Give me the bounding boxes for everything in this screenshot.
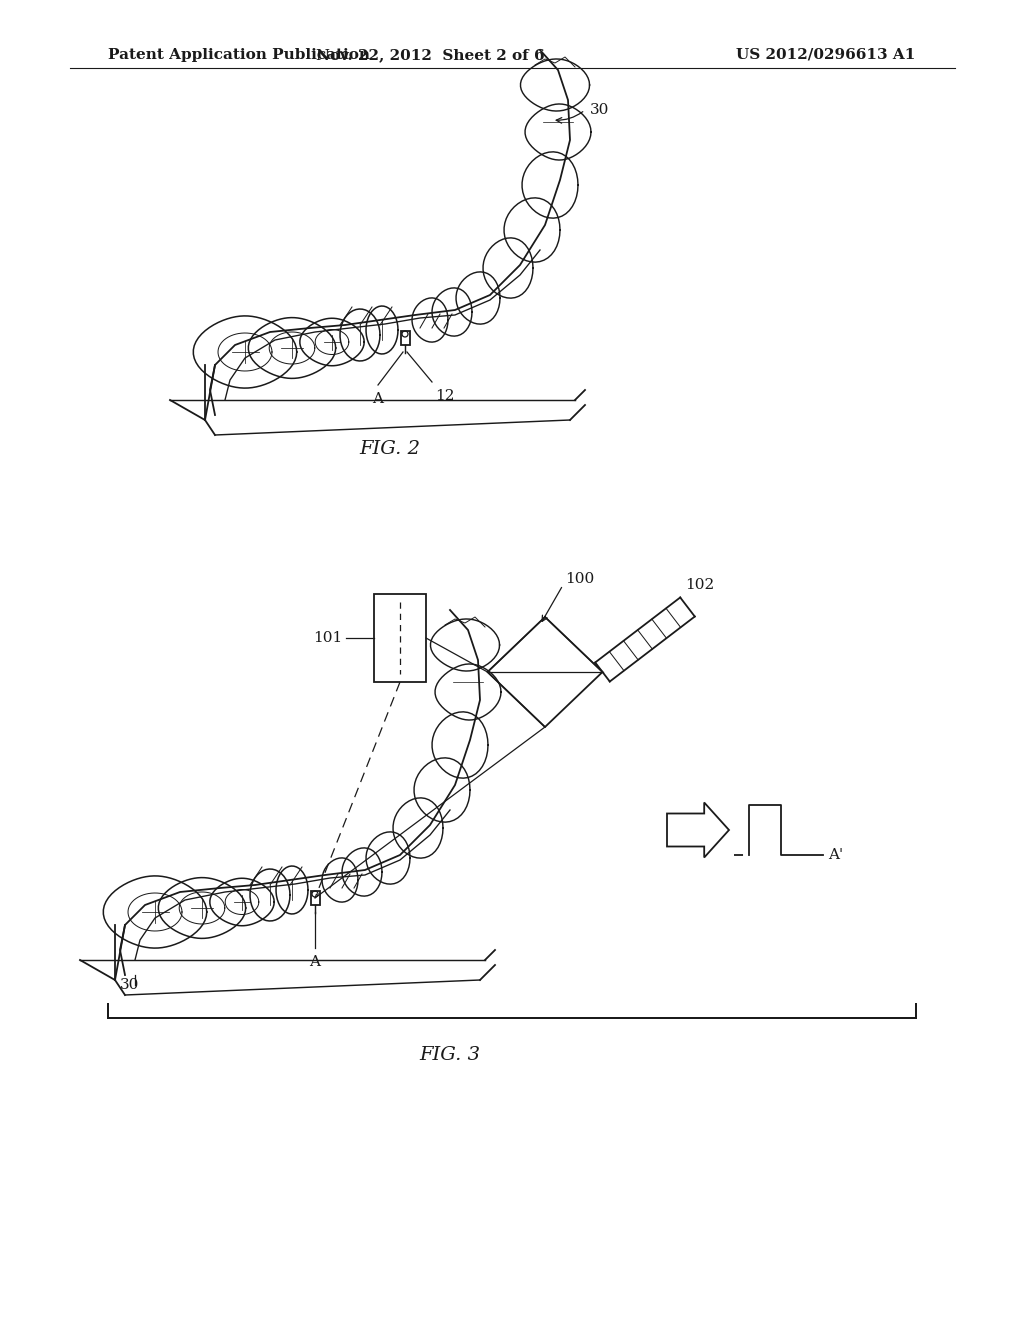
Text: A: A: [373, 392, 384, 407]
Text: 100: 100: [565, 572, 594, 586]
Text: FIG. 3: FIG. 3: [420, 1045, 480, 1064]
Text: 101: 101: [312, 631, 342, 645]
Text: A: A: [309, 954, 321, 969]
Text: Patent Application Publication: Patent Application Publication: [108, 48, 370, 62]
Text: FIG. 2: FIG. 2: [359, 440, 421, 458]
Text: 30: 30: [590, 103, 609, 117]
Text: A': A': [828, 847, 843, 862]
Text: 102: 102: [685, 578, 715, 593]
Text: Nov. 22, 2012  Sheet 2 of 6: Nov. 22, 2012 Sheet 2 of 6: [315, 48, 545, 62]
Text: 12: 12: [435, 389, 455, 403]
Bar: [310, 891, 319, 906]
Text: 30: 30: [120, 978, 139, 993]
Bar: [374, 594, 426, 682]
Bar: [400, 331, 410, 345]
Text: US 2012/0296613 A1: US 2012/0296613 A1: [735, 48, 915, 62]
